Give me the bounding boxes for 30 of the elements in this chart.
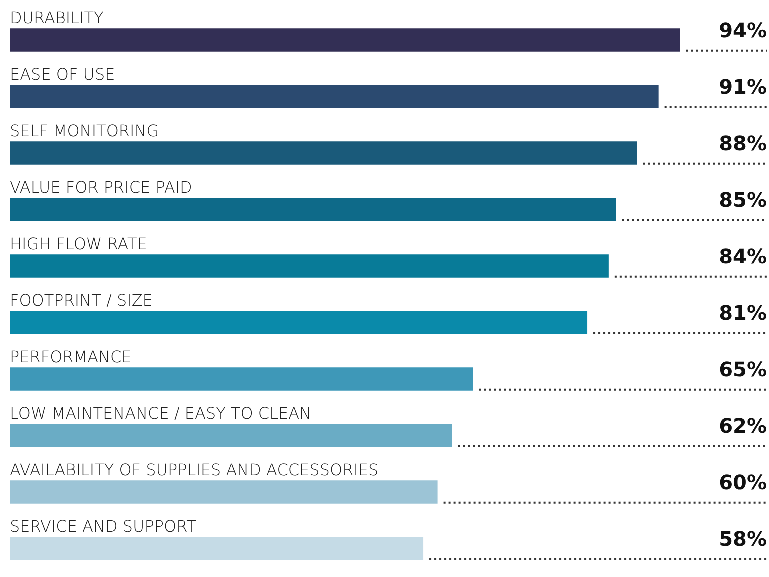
bar (10, 311, 588, 334)
y-tick-label: DURABILITY (10, 8, 104, 28)
bar (10, 28, 680, 52)
y-tick-label: HIGH FLOW RATE (10, 234, 148, 254)
bar (10, 254, 609, 278)
y-tick-label: PERFORMANCE (10, 348, 132, 367)
data-label: 62% (719, 414, 767, 438)
data-label: 85% (719, 188, 767, 212)
data-label: 60% (719, 470, 767, 494)
y-tick-label: SERVICE AND SUPPORT (10, 517, 197, 536)
data-label: 84% (719, 244, 767, 268)
bar (10, 480, 438, 504)
bar (10, 198, 616, 222)
bar (10, 424, 452, 448)
bar (10, 142, 638, 165)
data-label: 58% (719, 526, 767, 551)
y-tick-label: SELF MONITORING (10, 122, 160, 141)
data-label: 88% (719, 131, 767, 156)
y-tick-label: VALUE FOR PRICE PAID (10, 178, 192, 198)
data-label: 91% (719, 74, 767, 99)
data-label: 81% (719, 300, 767, 325)
y-tick-label: AVAILABILITY OF SUPPLIES AND ACCESSORIES (10, 460, 379, 480)
y-tick-label: LOW MAINTENANCE / EASY TO CLEAN (10, 404, 312, 424)
data-label: 65% (719, 357, 767, 382)
data-label: 94% (719, 18, 767, 42)
y-tick-label: FOOTPRINT / SIZE (10, 291, 153, 310)
bar (10, 368, 474, 391)
bar (10, 537, 424, 560)
bar (10, 85, 659, 108)
y-tick-label: EASE OF USE (10, 65, 116, 84)
